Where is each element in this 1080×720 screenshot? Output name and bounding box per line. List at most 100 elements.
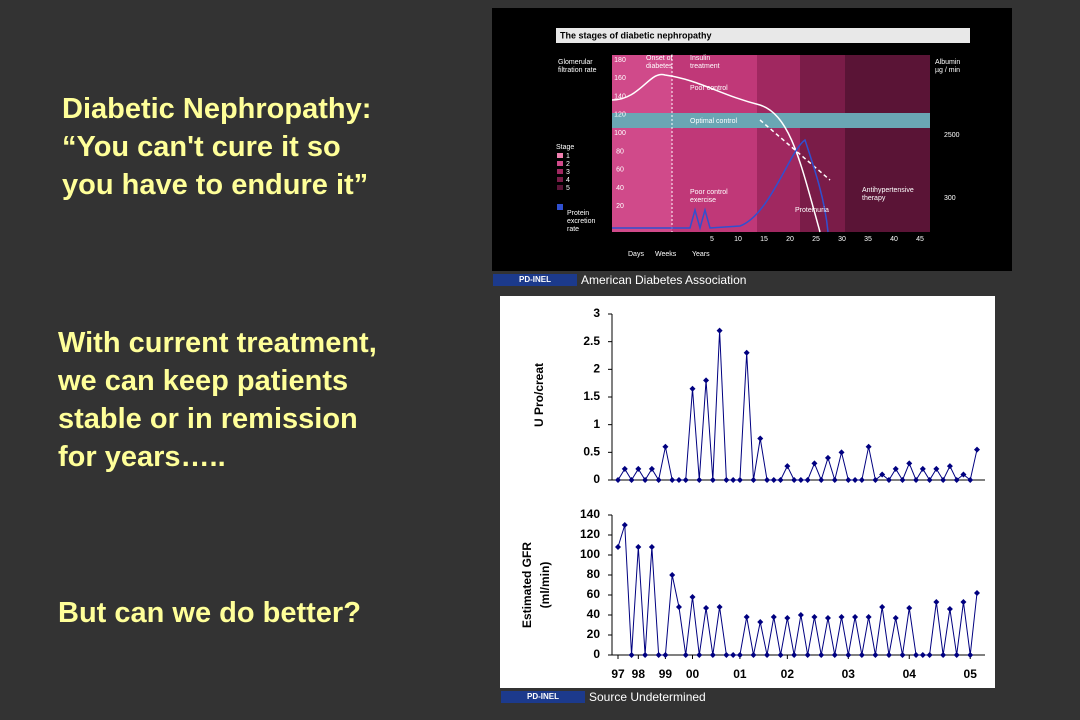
credit: American Diabetes Association xyxy=(581,273,746,287)
figure-tick: 5 xyxy=(710,236,714,243)
data-point xyxy=(858,477,865,483)
data-point xyxy=(764,477,771,483)
figure-label: therapy xyxy=(862,195,886,202)
data-point xyxy=(967,652,974,658)
x-tick-label: 99 xyxy=(659,667,673,681)
data-point xyxy=(967,477,974,483)
stage-band xyxy=(612,55,672,232)
data-point xyxy=(906,605,913,611)
data-point xyxy=(919,652,926,658)
data-point xyxy=(716,327,723,334)
x-tick-label: 03 xyxy=(842,667,856,681)
figure-label: Glomerular xyxy=(558,59,593,66)
data-point xyxy=(628,652,635,658)
data-point xyxy=(933,599,940,605)
data-point xyxy=(852,614,859,620)
data-point xyxy=(838,449,845,456)
data-point xyxy=(730,477,737,483)
figure-label: Protein xyxy=(567,210,589,217)
figure-label: Weeks xyxy=(655,251,677,258)
figure-label: diabetes xyxy=(646,63,673,70)
data-point xyxy=(919,465,926,472)
data-point xyxy=(804,477,811,483)
data-point xyxy=(804,652,811,658)
therapy-line xyxy=(759,119,831,181)
figure-label: Proteinuria xyxy=(795,207,829,214)
figure-label: 1 xyxy=(566,153,570,160)
data-point xyxy=(865,443,872,450)
data-point xyxy=(858,652,865,658)
data-point xyxy=(899,477,906,483)
body-line: we can keep patients xyxy=(57,365,348,397)
data-point xyxy=(831,477,838,483)
data-point xyxy=(797,612,804,618)
data-point xyxy=(879,471,886,478)
data-point xyxy=(872,477,879,483)
badge xyxy=(493,274,577,286)
data-point xyxy=(669,477,676,483)
data-point xyxy=(885,477,892,483)
figure-tick: 15 xyxy=(760,236,768,243)
figure-label: 5 xyxy=(566,185,570,192)
data-point xyxy=(635,544,642,550)
data-point xyxy=(635,465,642,472)
legend-swatch xyxy=(557,204,563,210)
data-point xyxy=(845,652,852,658)
y-tick-label: 2 xyxy=(593,362,600,376)
y-tick-label: 140 xyxy=(580,507,600,521)
figure-label: Poor control xyxy=(690,85,728,92)
data-point xyxy=(824,454,831,461)
nephropathy-figure: The stages of diabetic nephropathy Glome… xyxy=(492,8,1012,271)
data-point xyxy=(831,652,838,658)
data-point xyxy=(662,443,669,450)
y-tick-label: 60 xyxy=(587,587,601,601)
data-point xyxy=(879,604,886,610)
data-point xyxy=(709,477,716,483)
body-line: for years….. xyxy=(58,441,226,473)
stage-band xyxy=(845,55,930,232)
y-tick-label: 2.5 xyxy=(583,334,600,348)
figure-tick: 45 xyxy=(916,236,924,243)
data-point xyxy=(628,477,635,483)
figure-label: excretion xyxy=(567,218,596,225)
data-point xyxy=(743,349,750,356)
figure-label: Years xyxy=(692,251,710,258)
x-tick-label: 02 xyxy=(781,667,795,681)
data-point xyxy=(946,606,953,612)
data-point xyxy=(703,377,710,384)
data-point xyxy=(642,652,649,658)
data-point xyxy=(953,652,960,658)
data-point xyxy=(797,477,804,483)
figure-label: Antihypertensive xyxy=(862,187,914,194)
figure-label: 3 xyxy=(566,169,570,176)
figure-label: Days xyxy=(628,251,644,258)
data-point xyxy=(974,590,980,596)
y-axis-label: (ml/min) xyxy=(538,562,552,609)
figure-label: Stage xyxy=(556,144,574,151)
data-point xyxy=(892,615,899,621)
data-point xyxy=(689,594,696,600)
data-point xyxy=(960,471,967,478)
figure-tick: 25 xyxy=(812,236,820,243)
data-point xyxy=(913,652,920,658)
figure-tick: 40 xyxy=(890,236,898,243)
data-point xyxy=(615,544,621,550)
title-line: “You can't cure it so xyxy=(62,131,341,163)
data-point xyxy=(642,477,649,483)
figure-label: rate xyxy=(567,226,579,233)
data-point xyxy=(675,477,682,483)
figure-tick: 20 xyxy=(616,203,624,210)
data-point xyxy=(621,465,628,472)
y-tick-label: 0.5 xyxy=(583,445,600,459)
data-point xyxy=(926,652,933,658)
figure-tick: 100 xyxy=(614,130,626,137)
y-tick-label: 80 xyxy=(587,567,601,581)
data-point xyxy=(818,652,825,658)
x-tick-label: 97 xyxy=(611,667,625,681)
figure-tick: 80 xyxy=(616,148,624,155)
figure-title-bar xyxy=(556,28,970,43)
figure-tick: 140 xyxy=(614,93,626,100)
figure-label: Poor control xyxy=(690,189,728,196)
data-point xyxy=(682,477,689,483)
